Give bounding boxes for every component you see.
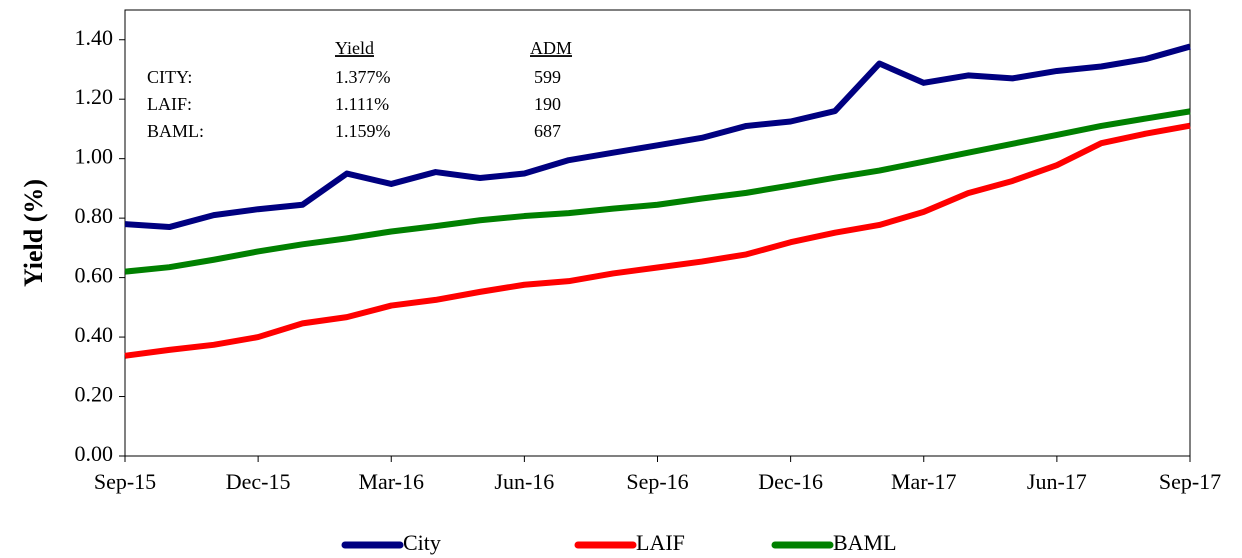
x-tick-label: Dec-15 xyxy=(226,469,291,494)
annotation-cell: 687 xyxy=(534,121,561,141)
legend-label: BAML xyxy=(833,530,897,555)
legend-label: LAIF xyxy=(636,530,685,555)
y-tick-label: 1.40 xyxy=(75,25,114,50)
legend-label: City xyxy=(403,530,441,555)
x-tick-label: Mar-16 xyxy=(358,469,424,494)
annotation-header: Yield xyxy=(335,38,374,58)
y-tick-label: 0.40 xyxy=(75,322,114,347)
annotation-cell: BAML: xyxy=(147,121,204,141)
annotation-cell: 599 xyxy=(534,67,561,87)
x-tick-label: Sep-16 xyxy=(626,469,688,494)
y-tick-label: 1.00 xyxy=(75,144,114,169)
y-tick-label: 0.00 xyxy=(75,441,114,466)
y-axis-label: Yield (%) xyxy=(19,179,48,287)
annotation-cell: LAIF: xyxy=(147,94,192,114)
annotation-cell: 1.159% xyxy=(335,121,391,141)
x-tick-label: Jun-17 xyxy=(1027,469,1087,494)
x-tick-label: Mar-17 xyxy=(891,469,957,494)
y-tick-label: 0.60 xyxy=(75,263,114,288)
annotation-header: ADM xyxy=(530,38,572,58)
annotation-cell: 190 xyxy=(534,94,561,114)
y-tick-label: 0.20 xyxy=(75,382,114,407)
y-tick-label: 1.20 xyxy=(75,84,114,109)
series-line xyxy=(124,43,1191,231)
x-tick-label: Dec-16 xyxy=(758,469,823,494)
annotation-cell: 1.111% xyxy=(335,94,389,114)
annotation-cell: CITY: xyxy=(147,67,192,87)
annotation-cell: 1.377% xyxy=(335,67,391,87)
x-tick-label: Sep-15 xyxy=(94,469,156,494)
x-tick-label: Sep-17 xyxy=(1159,469,1221,494)
series-line xyxy=(124,108,1191,275)
y-tick-label: 0.80 xyxy=(75,203,114,228)
x-tick-label: Jun-16 xyxy=(494,469,554,494)
series-line xyxy=(124,122,1191,359)
